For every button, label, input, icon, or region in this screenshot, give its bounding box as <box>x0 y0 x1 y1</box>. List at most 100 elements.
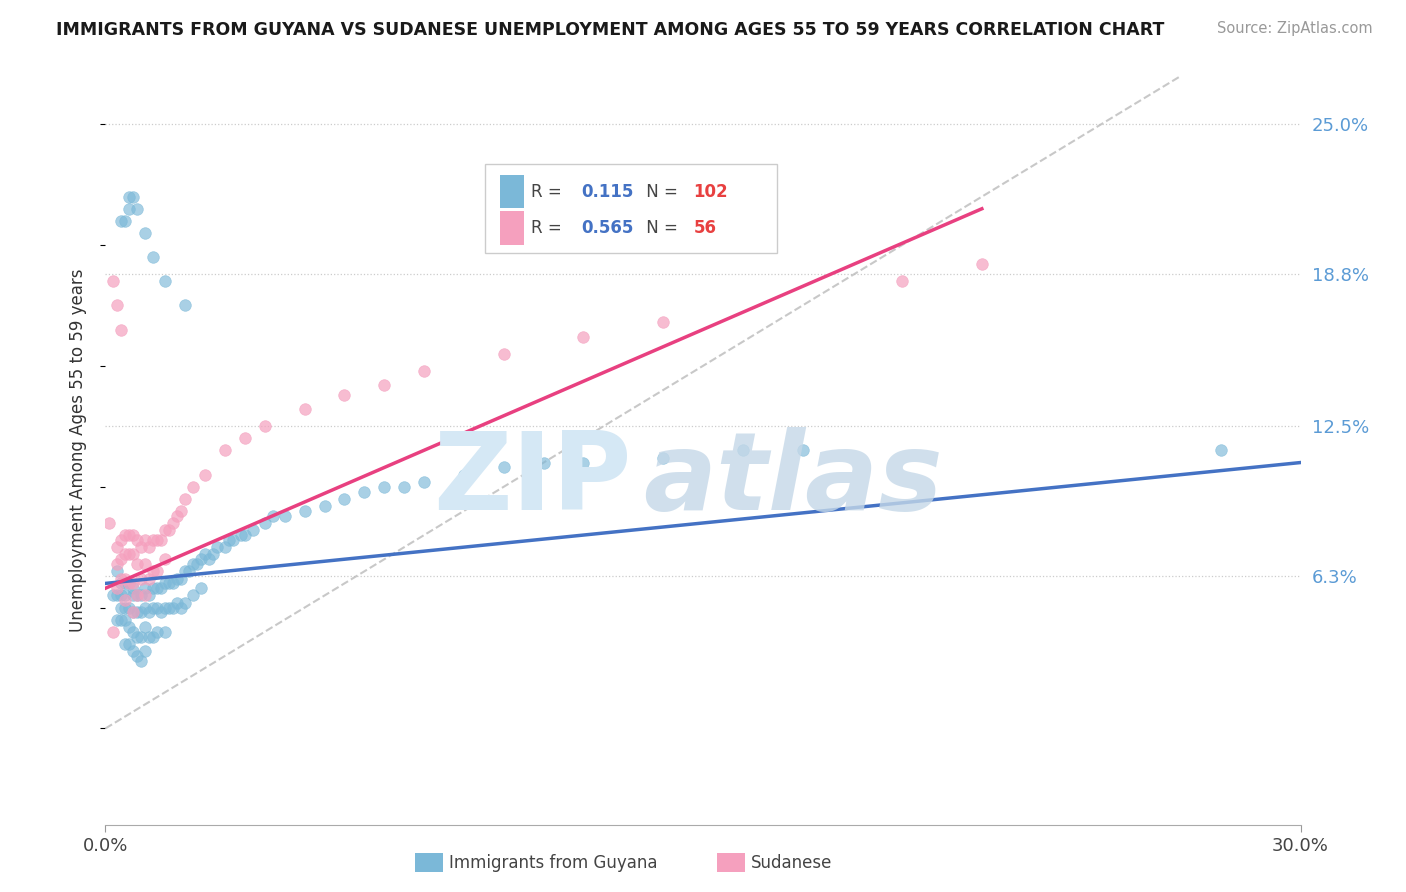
Point <box>162 576 184 591</box>
Point <box>157 600 180 615</box>
Point <box>186 557 208 571</box>
Point <box>150 581 173 595</box>
Text: Sudanese: Sudanese <box>751 854 832 871</box>
Point <box>114 613 136 627</box>
Point <box>129 572 153 586</box>
Point <box>166 508 188 523</box>
Point <box>157 523 180 537</box>
Point <box>214 540 236 554</box>
Point <box>129 654 153 668</box>
Point <box>150 533 173 547</box>
Text: R =: R = <box>531 219 567 236</box>
Point <box>652 450 675 465</box>
Point <box>107 589 129 603</box>
Point <box>122 576 145 591</box>
Point <box>118 528 141 542</box>
Point <box>127 557 149 571</box>
FancyBboxPatch shape <box>485 164 778 253</box>
Point <box>174 491 197 506</box>
Point <box>202 548 225 562</box>
Point <box>114 548 136 562</box>
Point <box>153 274 177 288</box>
Point <box>110 600 132 615</box>
Point <box>110 613 132 627</box>
Point <box>153 624 177 639</box>
Point <box>122 189 145 203</box>
Point <box>373 480 395 494</box>
Point <box>110 552 132 566</box>
Point <box>572 456 595 470</box>
Point <box>127 589 149 603</box>
Point <box>134 533 156 547</box>
Point <box>103 589 125 603</box>
Point <box>146 581 169 595</box>
Point <box>134 581 156 595</box>
Point <box>453 467 475 482</box>
Point <box>174 564 197 578</box>
Point <box>134 226 156 240</box>
Text: 0.115: 0.115 <box>581 183 634 201</box>
Point <box>122 606 145 620</box>
Point <box>114 572 136 586</box>
Point <box>392 480 416 494</box>
Point <box>177 564 201 578</box>
Point <box>110 533 132 547</box>
Point <box>153 576 177 591</box>
Point <box>792 443 814 458</box>
Point <box>194 467 217 482</box>
Text: 102: 102 <box>693 183 728 201</box>
Point <box>110 589 132 603</box>
Point <box>110 572 132 586</box>
Point <box>134 600 156 615</box>
Point <box>118 548 141 562</box>
Point <box>170 572 193 586</box>
Point <box>222 533 245 547</box>
Point <box>122 548 145 562</box>
Point <box>138 630 160 644</box>
Point <box>533 456 555 470</box>
Point <box>110 214 132 228</box>
Point <box>572 330 595 344</box>
Text: IMMIGRANTS FROM GUYANA VS SUDANESE UNEMPLOYMENT AMONG AGES 55 TO 59 YEARS CORREL: IMMIGRANTS FROM GUYANA VS SUDANESE UNEMP… <box>56 21 1164 38</box>
Text: ZIP: ZIP <box>433 427 631 533</box>
Point <box>1209 443 1232 458</box>
Point <box>107 557 129 571</box>
Point <box>107 564 129 578</box>
Point <box>174 298 197 312</box>
Point <box>107 540 129 554</box>
Point <box>146 624 169 639</box>
Point <box>138 606 160 620</box>
Point <box>127 606 149 620</box>
Point <box>114 576 136 591</box>
Point <box>118 600 141 615</box>
Point <box>114 600 136 615</box>
Point <box>253 516 276 530</box>
Point <box>129 606 153 620</box>
Point <box>142 581 165 595</box>
Text: R =: R = <box>531 183 567 201</box>
Point <box>127 589 149 603</box>
Point <box>174 596 197 610</box>
Point <box>142 630 165 644</box>
Point <box>218 533 240 547</box>
Point <box>229 528 252 542</box>
Point <box>142 250 165 264</box>
Point <box>262 508 284 523</box>
Point <box>114 593 136 607</box>
Point <box>153 552 177 566</box>
Y-axis label: Unemployment Among Ages 55 to 59 years: Unemployment Among Ages 55 to 59 years <box>69 268 87 632</box>
Text: Source: ZipAtlas.com: Source: ZipAtlas.com <box>1216 21 1372 36</box>
Point <box>138 589 160 603</box>
Point <box>118 202 141 216</box>
Point <box>129 540 153 554</box>
Text: 0.565: 0.565 <box>581 219 634 236</box>
Point <box>190 552 212 566</box>
Point <box>170 600 193 615</box>
Point <box>253 419 276 434</box>
Point <box>122 589 145 603</box>
Point <box>294 504 316 518</box>
Point <box>273 508 295 523</box>
Point <box>114 528 136 542</box>
Point <box>127 202 149 216</box>
Point <box>103 624 125 639</box>
